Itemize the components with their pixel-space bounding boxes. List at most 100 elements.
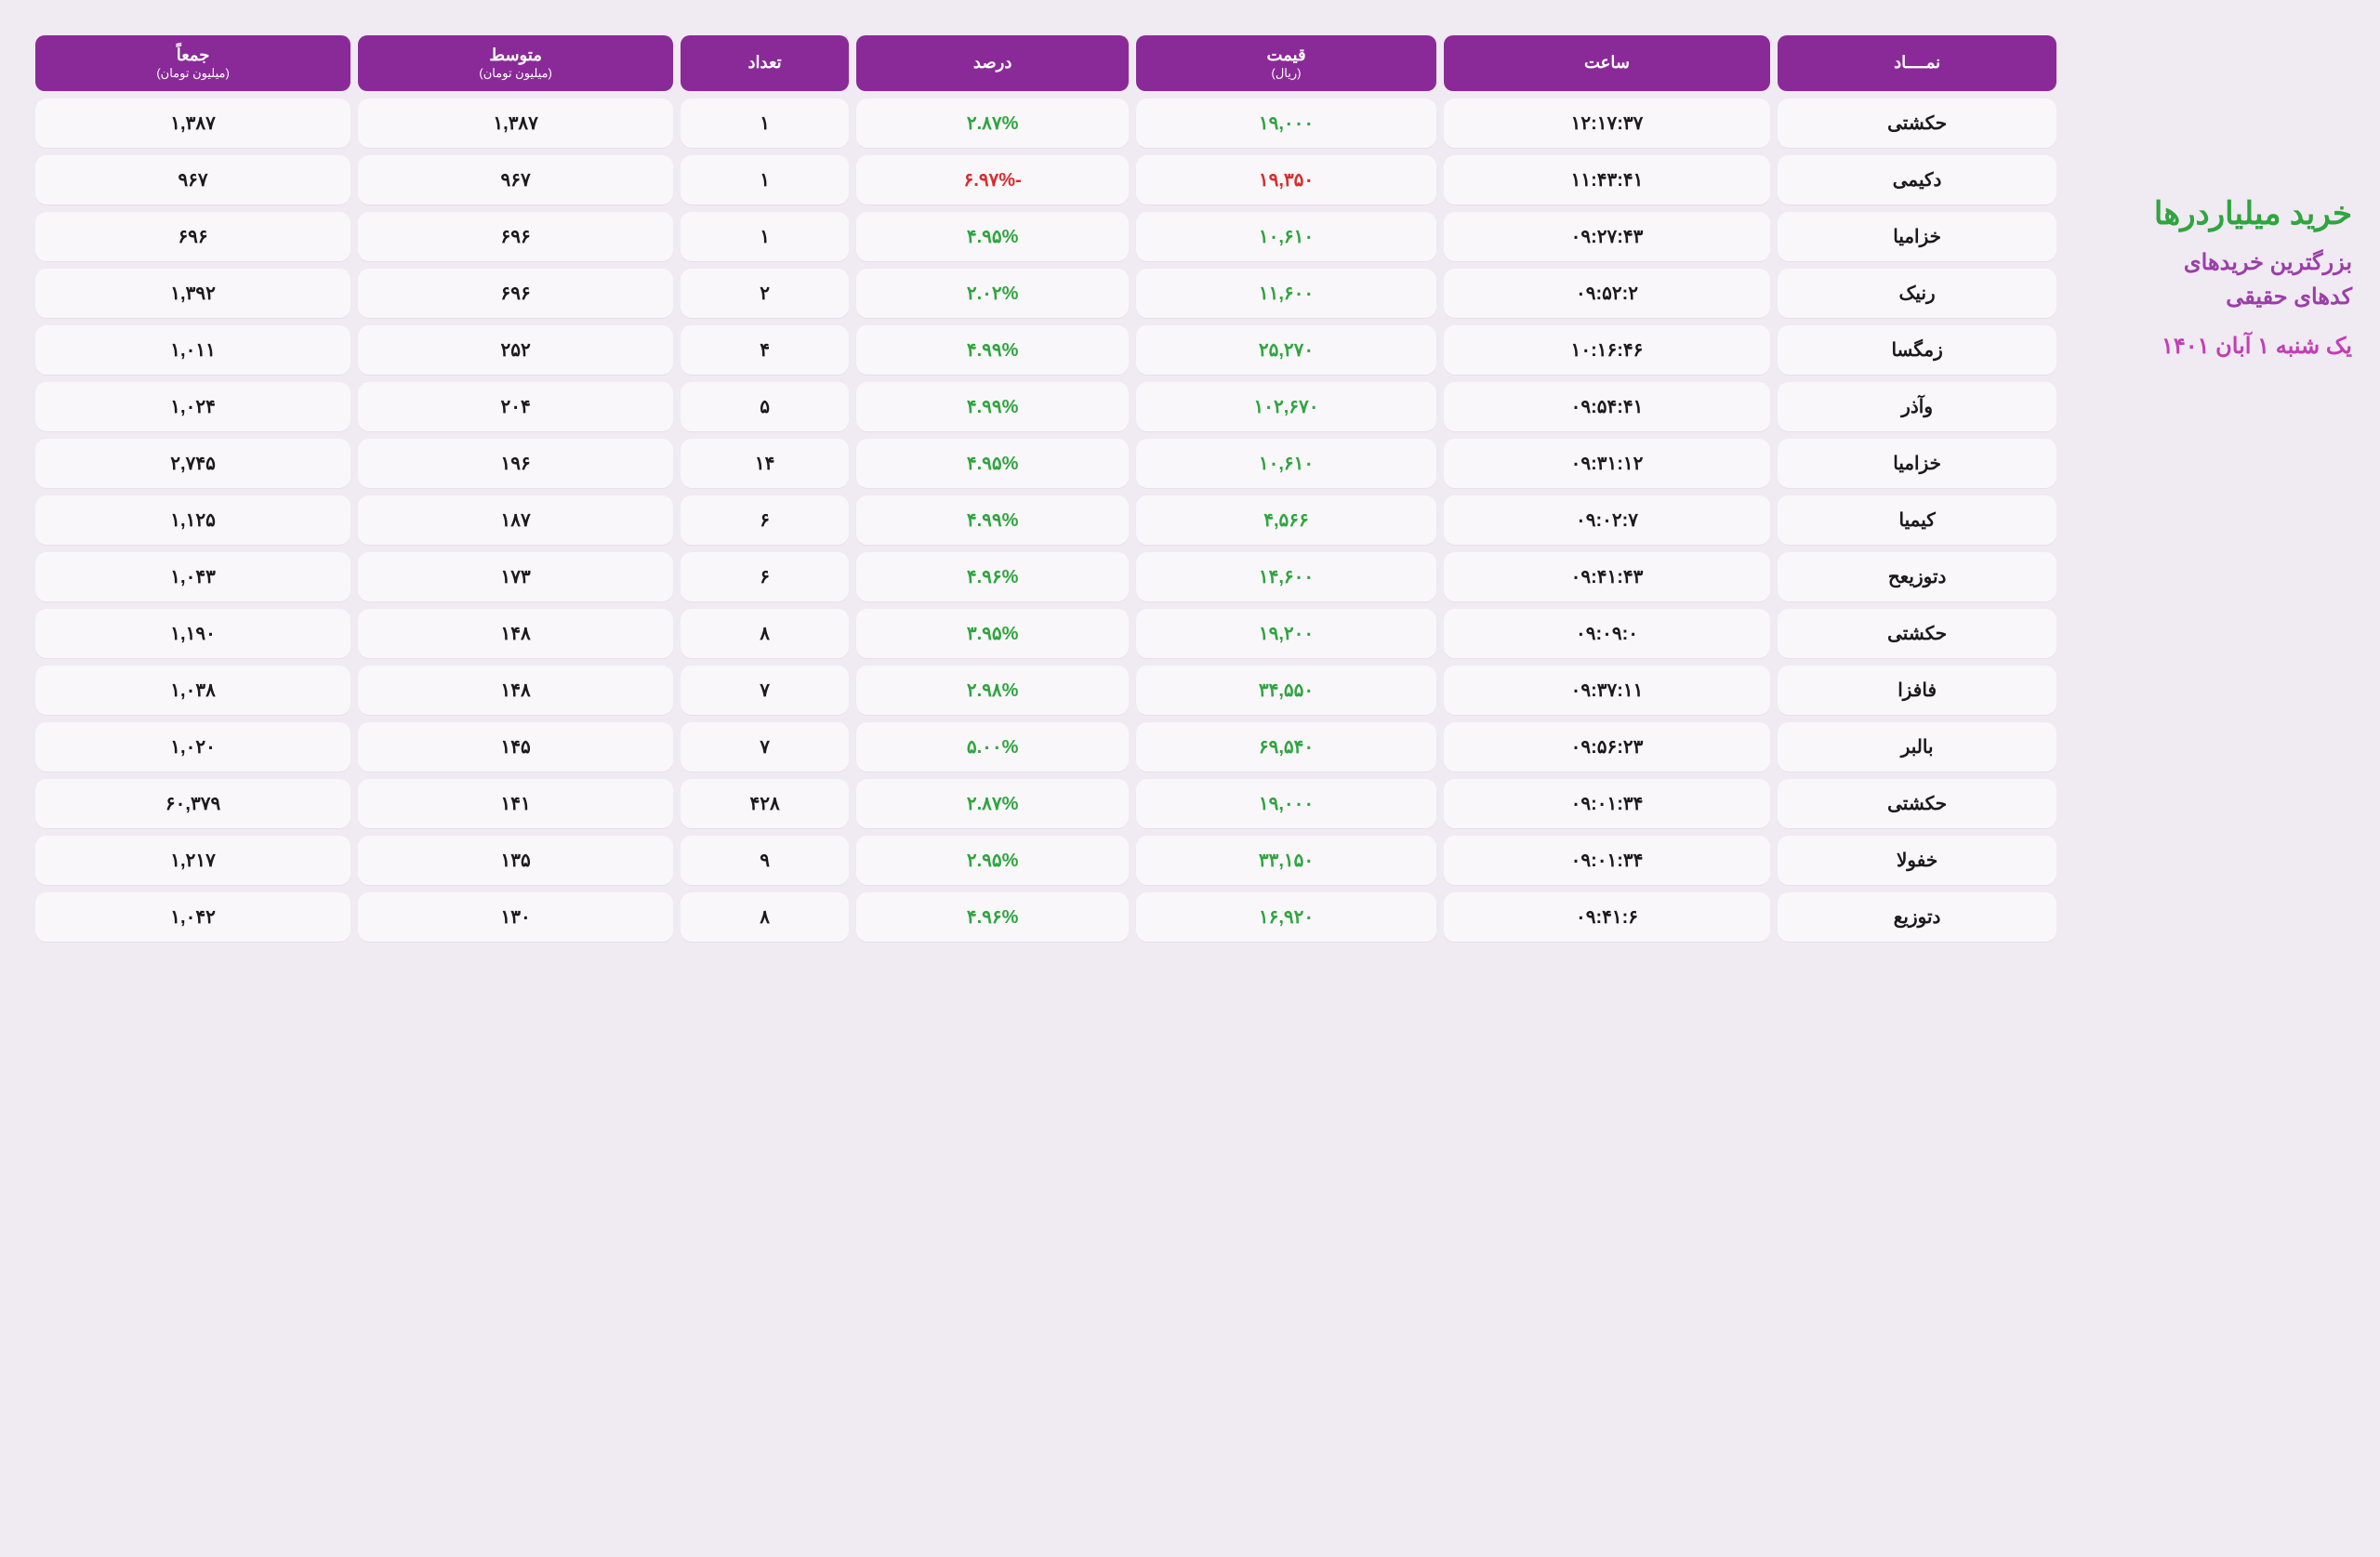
cell-time: ۰۹:۰۲:۷ — [1444, 495, 1771, 545]
cell-total: ۱,۰۴۲ — [35, 892, 350, 942]
table-body: حکشتی۱۲:۱۷:۳۷۱۹,۰۰۰۲.۸۷%۱۱,۳۸۷۱,۳۸۷دکیمی… — [35, 99, 2056, 942]
table-row: دکیمی۱۱:۴۳:۴۱۱۹,۳۵۰-۶.۹۷%۱۹۶۷۹۶۷ — [35, 155, 2056, 205]
cell-price: ۱۹,۰۰۰ — [1136, 779, 1435, 828]
cell-percent: ۴.۹۵% — [856, 439, 1129, 488]
cell-count: ۸ — [681, 892, 849, 942]
cell-count: ۷ — [681, 722, 849, 772]
cell-time: ۰۹:۰۹:۰ — [1444, 609, 1771, 658]
cell-total: ۱,۰۲۰ — [35, 722, 350, 772]
cell-price: ۱۰۲,۶۷۰ — [1136, 382, 1435, 431]
cell-count: ۸ — [681, 609, 849, 658]
cell-time: ۰۹:۳۱:۱۲ — [1444, 439, 1771, 488]
table-row: فافزا۰۹:۳۷:۱۱۳۴,۵۵۰۲.۹۸%۷۱۴۸۱,۰۳۸ — [35, 666, 2056, 715]
cell-count: ۵ — [681, 382, 849, 431]
cell-symbol: حکشتی — [1778, 99, 2056, 148]
cell-symbol: دتوزیعح — [1778, 552, 2056, 601]
col-price: قیمت (ریال) — [1136, 35, 1435, 91]
cell-percent: ۴.۹۶% — [856, 892, 1129, 942]
cell-price: ۴,۵۶۶ — [1136, 495, 1435, 545]
cell-total: ۲,۷۴۵ — [35, 439, 350, 488]
cell-total: ۱,۰۲۴ — [35, 382, 350, 431]
cell-total: ۱,۳۹۲ — [35, 269, 350, 318]
col-total-sub: (میلیون تومان) — [41, 66, 345, 82]
cell-total: ۶۹۶ — [35, 212, 350, 261]
cell-count: ۶ — [681, 495, 849, 545]
cell-time: ۰۹:۰۱:۳۴ — [1444, 779, 1771, 828]
col-count: تعداد — [681, 35, 849, 91]
table-row: دتوزیعح۰۹:۴۱:۴۳۱۴,۶۰۰۴.۹۶%۶۱۷۳۱,۰۴۳ — [35, 552, 2056, 601]
cell-total: ۱,۱۲۵ — [35, 495, 350, 545]
cell-avg: ۱۳۵ — [358, 836, 673, 885]
cell-count: ۱۴ — [681, 439, 849, 488]
cell-price: ۱۶,۹۲۰ — [1136, 892, 1435, 942]
cell-time: ۰۹:۵۴:۴۱ — [1444, 382, 1771, 431]
cell-percent: ۴.۹۹% — [856, 495, 1129, 545]
cell-time: ۰۹:۵۲:۲ — [1444, 269, 1771, 318]
cell-count: ۱ — [681, 99, 849, 148]
cell-time: ۱۲:۱۷:۳۷ — [1444, 99, 1771, 148]
cell-symbol: دتوزیع — [1778, 892, 2056, 942]
table-row: حکشتی۰۹:۰۱:۳۴۱۹,۰۰۰۲.۸۷%۴۲۸۱۴۱۶۰,۳۷۹ — [35, 779, 2056, 828]
cell-percent: ۲.۰۲% — [856, 269, 1129, 318]
table-row: دتوزیع۰۹:۴۱:۶۱۶,۹۲۰۴.۹۶%۸۱۳۰۱,۰۴۲ — [35, 892, 2056, 942]
cell-percent: ۳.۹۵% — [856, 609, 1129, 658]
table-row: خفولا۰۹:۰۱:۳۴۳۳,۱۵۰۲.۹۵%۹۱۳۵۱,۲۱۷ — [35, 836, 2056, 885]
cell-symbol: حکشتی — [1778, 779, 2056, 828]
col-avg: متوسط (میلیون تومان) — [358, 35, 673, 91]
col-total-label: جمعاً — [177, 46, 210, 64]
table-row: حکشتی۱۲:۱۷:۳۷۱۹,۰۰۰۲.۸۷%۱۱,۳۸۷۱,۳۸۷ — [35, 99, 2056, 148]
cell-avg: ۶۹۶ — [358, 212, 673, 261]
cell-avg: ۱۸۷ — [358, 495, 673, 545]
cell-avg: ۶۹۶ — [358, 269, 673, 318]
cell-symbol: وآذر — [1778, 382, 2056, 431]
table-row: رنیک۰۹:۵۲:۲۱۱,۶۰۰۲.۰۲%۲۶۹۶۱,۳۹۲ — [35, 269, 2056, 318]
cell-price: ۲۵,۲۷۰ — [1136, 325, 1435, 375]
cell-avg: ۹۶۷ — [358, 155, 673, 205]
col-time: ساعت — [1444, 35, 1771, 91]
cell-percent: ۴.۹۶% — [856, 552, 1129, 601]
cell-avg: ۱,۳۸۷ — [358, 99, 673, 148]
cell-percent: ۲.۸۷% — [856, 779, 1129, 828]
sidebar: خرید میلیاردرها بزرگترین خریدهای کدهای ح… — [2092, 28, 2352, 360]
col-price-label: قیمت — [1266, 46, 1305, 64]
table-row: زمگسا۱۰:۱۶:۴۶۲۵,۲۷۰۴.۹۹%۴۲۵۲۱,۰۱۱ — [35, 325, 2056, 375]
cell-time: ۰۹:۰۱:۳۴ — [1444, 836, 1771, 885]
cell-time: ۰۹:۳۷:۱۱ — [1444, 666, 1771, 715]
cell-percent: ۲.۹۸% — [856, 666, 1129, 715]
table-row: کیمیا۰۹:۰۲:۷۴,۵۶۶۴.۹۹%۶۱۸۷۱,۱۲۵ — [35, 495, 2056, 545]
cell-count: ۶ — [681, 552, 849, 601]
cell-count: ۴۲۸ — [681, 779, 849, 828]
table-row: وآذر۰۹:۵۴:۴۱۱۰۲,۶۷۰۴.۹۹%۵۲۰۴۱,۰۲۴ — [35, 382, 2056, 431]
cell-time: ۰۹:۴۱:۴۳ — [1444, 552, 1771, 601]
table-row: خزامیا۰۹:۲۷:۴۳۱۰,۶۱۰۴.۹۵%۱۶۹۶۶۹۶ — [35, 212, 2056, 261]
cell-price: ۳۳,۱۵۰ — [1136, 836, 1435, 885]
cell-symbol: خفولا — [1778, 836, 2056, 885]
col-percent: درصد — [856, 35, 1129, 91]
cell-percent: ۲.۸۷% — [856, 99, 1129, 148]
cell-avg: ۲۰۴ — [358, 382, 673, 431]
cell-avg: ۱۴۸ — [358, 609, 673, 658]
cell-price: ۱۰,۶۱۰ — [1136, 212, 1435, 261]
page-container: خرید میلیاردرها بزرگترین خریدهای کدهای ح… — [28, 28, 2352, 949]
cell-total: ۱,۳۸۷ — [35, 99, 350, 148]
cell-time: ۱۱:۴۳:۴۱ — [1444, 155, 1771, 205]
cell-symbol: خزامیا — [1778, 439, 2056, 488]
table-row: بالبر۰۹:۵۶:۲۳۶۹,۵۴۰۵.۰۰%۷۱۴۵۱,۰۲۰ — [35, 722, 2056, 772]
table-row: حکشتی۰۹:۰۹:۰۱۹,۲۰۰۳.۹۵%۸۱۴۸۱,۱۹۰ — [35, 609, 2056, 658]
cell-total: ۱,۰۴۳ — [35, 552, 350, 601]
cell-percent: -۶.۹۷% — [856, 155, 1129, 205]
cell-symbol: بالبر — [1778, 722, 2056, 772]
sidebar-title: خرید میلیاردرها — [2092, 195, 2352, 232]
col-avg-sub: (میلیون تومان) — [364, 66, 668, 82]
cell-percent: ۵.۰۰% — [856, 722, 1129, 772]
cell-percent: ۲.۹۵% — [856, 836, 1129, 885]
cell-price: ۱۹,۰۰۰ — [1136, 99, 1435, 148]
cell-avg: ۱۴۱ — [358, 779, 673, 828]
cell-percent: ۴.۹۵% — [856, 212, 1129, 261]
cell-time: ۰۹:۵۶:۲۳ — [1444, 722, 1771, 772]
cell-symbol: رنیک — [1778, 269, 2056, 318]
cell-count: ۱ — [681, 212, 849, 261]
sidebar-date: یک شنبه ۱ آبان ۱۴۰۱ — [2092, 333, 2352, 360]
col-avg-label: متوسط — [489, 46, 542, 64]
cell-total: ۱,۱۹۰ — [35, 609, 350, 658]
